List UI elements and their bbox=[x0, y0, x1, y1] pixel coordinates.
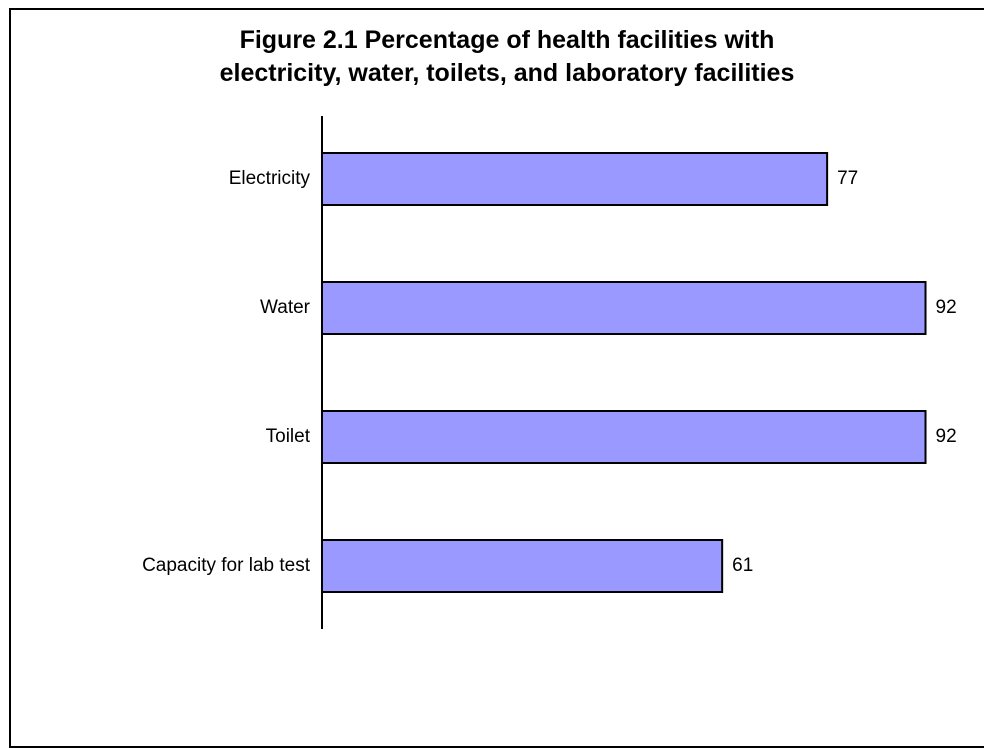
bar-capacity-for-lab-test bbox=[321, 539, 724, 593]
chart-title: Figure 2.1 Percentage of health faciliti… bbox=[0, 24, 984, 90]
category-label: Electricity bbox=[229, 168, 311, 189]
chart-title-line-1: Figure 2.1 Percentage of health faciliti… bbox=[239, 26, 775, 54]
value-label: 92 bbox=[936, 426, 957, 447]
category-label: Toilet bbox=[266, 426, 311, 447]
category-label: Water bbox=[260, 297, 311, 318]
bar-chart: Electricity 77 Water 92 Toilet 92 Capacity for… bbox=[142, 116, 957, 629]
bar-water bbox=[321, 281, 927, 335]
chart-title-line-2: electricity, water, toilets, and laborat… bbox=[219, 59, 795, 87]
bar-toilet bbox=[321, 410, 927, 464]
value-label: 77 bbox=[837, 168, 858, 189]
value-label: 92 bbox=[936, 297, 957, 318]
bar-electricity bbox=[321, 152, 829, 206]
category-label: Capacity for lab test bbox=[142, 555, 311, 576]
value-label: 61 bbox=[732, 555, 753, 576]
